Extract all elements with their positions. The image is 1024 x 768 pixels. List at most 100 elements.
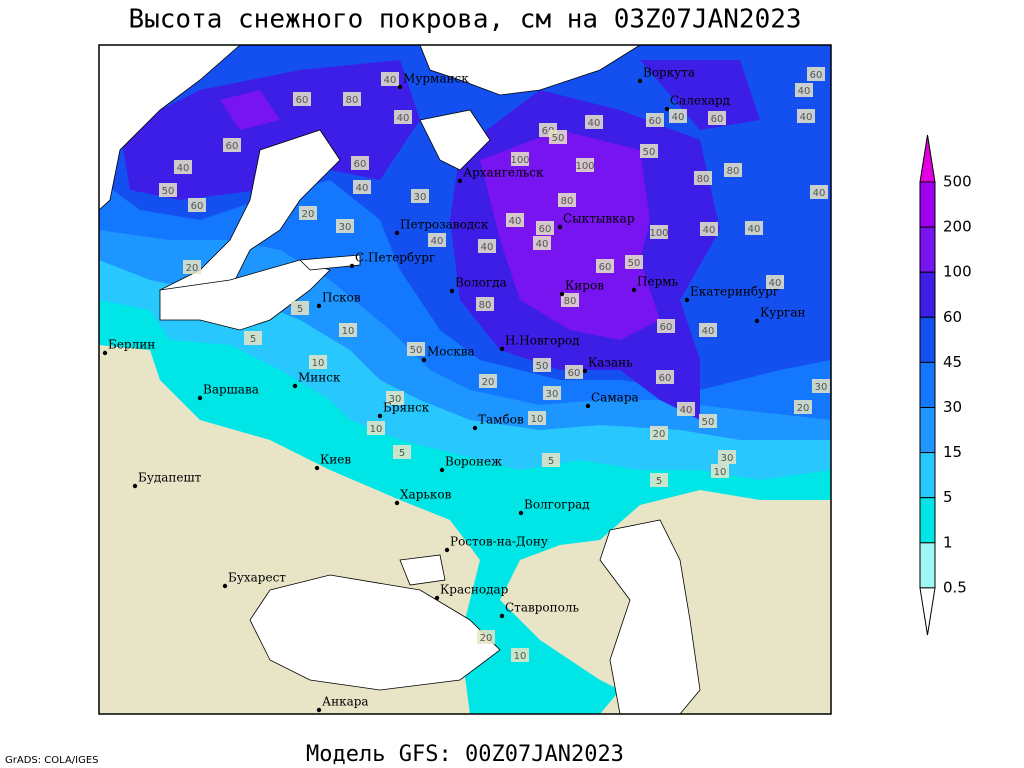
colorbar-label: 500 (943, 173, 972, 191)
contour-label-box (585, 115, 603, 129)
contour-label: 20 (653, 429, 666, 440)
colorbar-band (919, 271, 936, 318)
contour-label: 80 (697, 174, 710, 185)
footer: Модель GFS: 00Z07JAN2023 (306, 742, 624, 767)
contour-label: 80 (346, 95, 359, 106)
contour-label-box (381, 72, 399, 86)
contour-label-box (699, 323, 717, 337)
contour-label: 20 (186, 263, 199, 274)
contour-label: 100 (510, 155, 529, 166)
city-dot (518, 510, 524, 516)
city-dot (457, 178, 463, 184)
contour-label-box (565, 365, 583, 379)
colorbar-label: 100 (943, 263, 972, 281)
colorbar-label: 200 (943, 218, 972, 236)
city-dot (421, 357, 427, 363)
contour-label-box (561, 293, 579, 307)
colorbar-band (919, 407, 936, 454)
contour-label-box (309, 355, 327, 369)
contour-label-box (528, 411, 546, 425)
contour-label: 40 (356, 183, 369, 194)
contour-label: 5 (548, 456, 554, 467)
city-label: Ростов-на-Дону (450, 535, 548, 549)
city-dot (559, 291, 565, 297)
contour-label: 40 (680, 405, 693, 416)
contour-label-box (596, 259, 614, 273)
contour-label: 40 (177, 163, 190, 174)
contour-label-box (411, 189, 429, 203)
contour-label-box (650, 225, 668, 239)
city-label: Ставрополь (505, 601, 579, 615)
contour-label: 50 (702, 417, 715, 428)
city-dot (499, 613, 505, 619)
contour-label: 50 (410, 345, 423, 356)
colorbar-label: 0.5 (943, 578, 967, 596)
contour-label: 60 (660, 322, 673, 333)
contour-label: 40 (813, 188, 826, 199)
city-label: Бухарест (228, 571, 286, 585)
contour-label: 60 (354, 159, 367, 170)
contour-label-box (511, 152, 529, 166)
colorbar-band (919, 497, 936, 544)
contour-label-box (699, 414, 717, 428)
sea (399, 554, 446, 586)
city-label: Салехард (670, 94, 730, 108)
colorbar-top (919, 134, 936, 183)
contour-label-box (794, 400, 812, 414)
city-label: Сыктывкар (563, 212, 635, 226)
contour-label-box (646, 113, 664, 127)
contour-label: 20 (482, 377, 495, 388)
contour-label-box (244, 331, 262, 345)
contour-label-box (291, 301, 309, 315)
city-label: Екатеринбург (690, 285, 779, 299)
city-dot (637, 78, 643, 84)
contour-label: 40 (397, 113, 410, 124)
city-dot (439, 467, 445, 473)
city-dot (582, 368, 588, 374)
contour-label: 40 (769, 278, 782, 289)
contour-label: 30 (721, 453, 734, 464)
contour-label: 40 (536, 239, 549, 250)
contour-label-box (336, 219, 354, 233)
map-frame (98, 44, 832, 715)
colorbar-label: 60 (943, 308, 962, 326)
contour-label: 60 (226, 141, 239, 152)
city-dot (585, 403, 591, 409)
colorbar-band (919, 542, 936, 589)
city-dot (444, 547, 450, 553)
contour-label: 20 (797, 403, 810, 414)
contour-label-box (476, 297, 494, 311)
city-dot (664, 106, 670, 112)
colorbar-label: 5 (943, 488, 953, 506)
contour-label-box (576, 158, 594, 172)
contour-label: 40 (509, 216, 522, 227)
colorbar-band (919, 316, 936, 363)
contour-label-box (394, 110, 412, 124)
contour-label-box (536, 221, 554, 235)
contour-label: 80 (479, 300, 492, 311)
contour-label: 5 (656, 476, 662, 487)
contour-label-box (640, 144, 658, 158)
city-label: Киев (320, 453, 351, 467)
colorbar-band (919, 226, 936, 273)
city-dot (499, 346, 505, 352)
contour-label-box (656, 370, 674, 384)
contour-label-box (478, 239, 496, 253)
contour-label: 60 (659, 373, 672, 384)
contour-label: 80 (727, 166, 740, 177)
contour-label: 60 (649, 116, 662, 127)
contour-label-box (650, 426, 668, 440)
contour-label-box (343, 92, 361, 106)
city-label: Самара (591, 391, 639, 405)
city-dot (316, 707, 322, 713)
contour-label-box (745, 221, 763, 235)
contour-label: 60 (810, 70, 823, 81)
contour-label: 80 (564, 296, 577, 307)
city-label: Тамбов (478, 413, 524, 427)
contour-label-box (766, 275, 784, 289)
contour-label-box (533, 236, 551, 250)
contour-label: 60 (542, 126, 555, 137)
contour-label-box (477, 630, 495, 644)
contour-label: 5 (250, 334, 256, 345)
contour-label: 40 (703, 225, 716, 236)
